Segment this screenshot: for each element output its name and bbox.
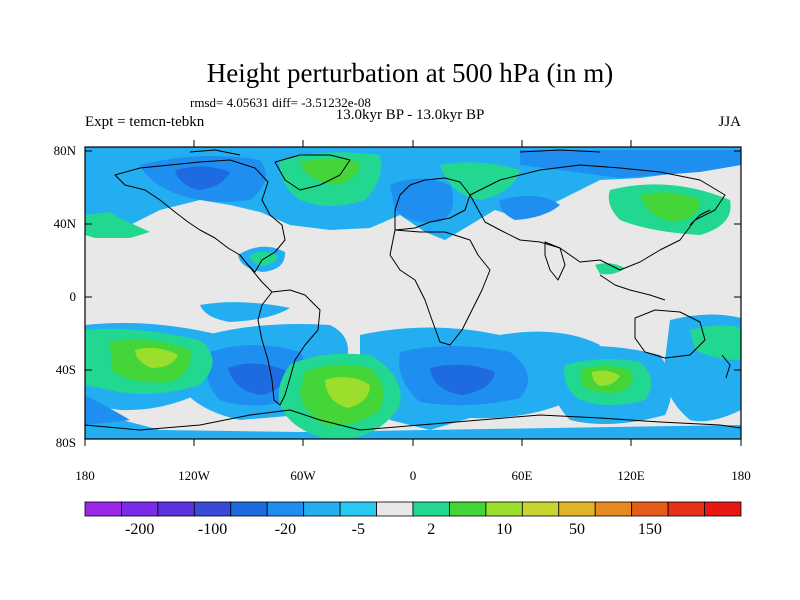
colorbar-swatch: [631, 501, 669, 517]
colorbar-swatch: [339, 501, 377, 517]
contour-so-deep: [430, 364, 495, 395]
coast-japan: [689, 209, 711, 226]
contour-pacific-sw-yg: [135, 347, 178, 368]
colorbar-label: -5: [352, 521, 365, 538]
coast-europe: [394, 177, 471, 231]
coastlines: [85, 149, 741, 431]
contour-pacific-east-pos: [690, 325, 741, 360]
coast-new-zealand: [721, 354, 731, 379]
colorbar-swatch: [266, 501, 305, 517]
coast-antarctica: [85, 409, 741, 431]
contour-indian-yg: [592, 370, 620, 386]
coast-australia: [634, 309, 706, 359]
coast-southeast-asia: [599, 274, 666, 301]
coast-south-america: [257, 289, 321, 406]
map-panel: [85, 147, 741, 439]
lon-label-60e: 60E: [512, 468, 533, 483]
coast-greenland: [274, 154, 351, 191]
lon-label-180w: 180: [75, 468, 95, 483]
colorbar-swatch: [521, 501, 560, 517]
contour-dark-blue: [175, 166, 495, 395]
colorbar-label: -200: [125, 521, 154, 538]
colorbar: [84, 501, 742, 517]
colorbar-label: 2: [427, 521, 435, 538]
contour-nh-mediterranean: [440, 162, 520, 200]
stats-label: rmsd= 4.05631 diff= -3.51232e-08: [190, 95, 371, 110]
contour-atlantic-yg: [325, 376, 370, 408]
contour-eq-pacific-pos: [595, 263, 625, 275]
colorbar-swatch: [449, 501, 487, 517]
lat-label-40n: 40N: [54, 216, 77, 231]
lon-label-120e: 120E: [617, 468, 645, 483]
colorbar-swatch: [121, 501, 159, 517]
colorbar-swatch: [594, 501, 633, 517]
colorbar-swatch: [303, 501, 341, 517]
coast-central-america: [239, 254, 273, 293]
lon-axis: [84, 140, 742, 446]
contour-sa-deep: [228, 363, 286, 395]
lon-label-60w: 60W: [290, 468, 316, 483]
season-label: JJA: [718, 114, 741, 130]
lon-label-180e: 180: [731, 468, 751, 483]
contour-antarctic-low: [85, 410, 741, 439]
colorbar-swatch: [704, 501, 742, 517]
lat-label-80n: 80N: [54, 143, 77, 158]
subtitle-label: 13.0kyr BP - 13.0kyr BP: [336, 107, 485, 123]
colorbar-swatch: [84, 501, 122, 517]
contour-eastasia-green: [640, 192, 700, 222]
contour-nh-canada-deep: [175, 166, 230, 190]
coast-india: [544, 241, 566, 281]
colorbar-swatch: [230, 501, 268, 517]
lat-label-40s: 40S: [56, 362, 76, 377]
lat-axis: [85, 150, 741, 440]
coast-north-america: [114, 159, 286, 273]
colorbar-swatch: [376, 501, 414, 517]
colorbar-label: -100: [198, 521, 227, 538]
coast-arctic-islands: [189, 149, 601, 156]
colorbar-labels: -200 -100 -20 -5 2 10 50 150: [125, 521, 662, 538]
contour-yellow-green: [135, 347, 620, 408]
colorbar-label: 10: [496, 521, 512, 538]
colorbar-swatch: [485, 501, 523, 517]
lat-label-80s: 80S: [56, 435, 76, 450]
colorbar-swatch: [157, 501, 195, 517]
colorbar-swatch: [412, 501, 450, 517]
colorbar-swatch: [193, 501, 232, 517]
contour-far-east-strip: [85, 212, 125, 230]
experiment-label: Expt = temcn-tebkn: [85, 114, 205, 130]
colorbar-label: 50: [569, 521, 585, 538]
plot-title: Height perturbation at 500 hPa (in m): [207, 58, 613, 88]
contour-south-atlantic-fringe: [200, 302, 290, 322]
lon-label-120w: 120W: [178, 468, 211, 483]
colorbar-label: 150: [638, 521, 662, 538]
contour-nh-asia: [499, 196, 560, 220]
coast-africa: [389, 229, 491, 346]
lon-label-0: 0: [410, 468, 417, 483]
contour-mid-blue: [85, 150, 741, 425]
colorbar-swatch: [558, 501, 596, 517]
lat-label-0: 0: [70, 289, 77, 304]
contour-nh-arctic-strip: [520, 150, 741, 178]
colorbar-swatch: [667, 501, 705, 517]
contour-greenland-green: [300, 158, 360, 185]
coast-asia: [469, 164, 726, 271]
contour-pacific-sw: [85, 395, 130, 425]
colorbar-label: -20: [275, 521, 296, 538]
